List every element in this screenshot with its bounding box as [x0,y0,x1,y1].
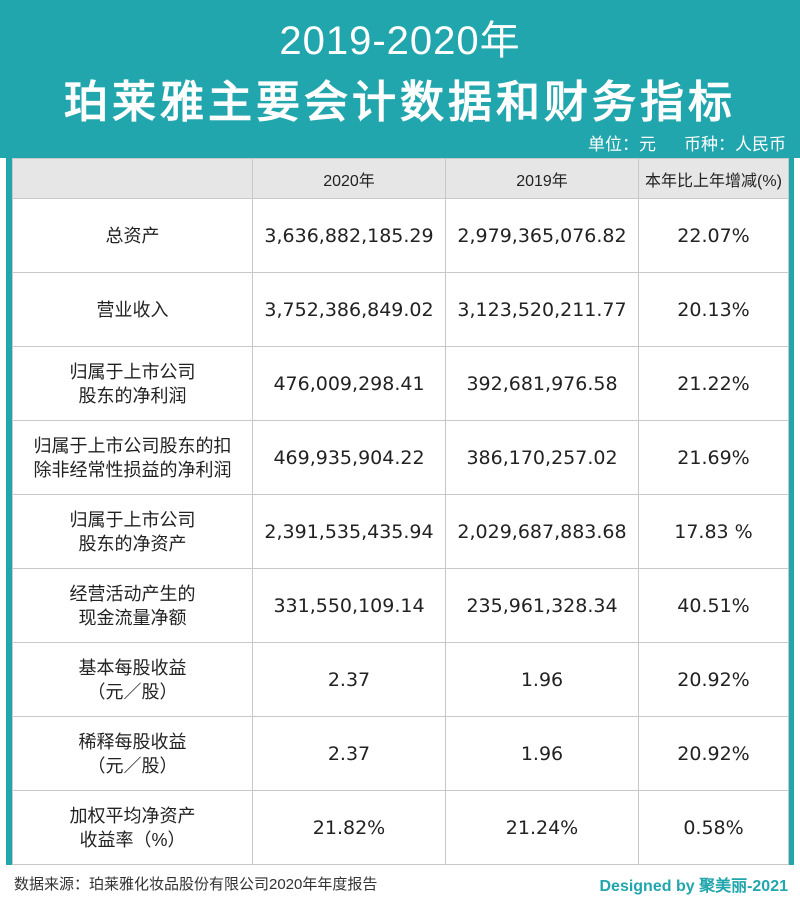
value-2020: 2.37 [252,642,446,717]
value-2020: 2,391,535,435.94 [252,494,446,569]
row-label-line: 除非经常性损益的净利润 [33,459,232,480]
designer-credit: Designed by 聚美丽-2021 [599,878,788,895]
value-change: 20.92% [638,642,789,717]
title-years: 2019-2020年 [279,19,521,63]
value-change: 17.83 % [638,494,789,569]
row-label: 归属于上市公司 股东的净利润 [12,346,253,421]
row-label: 归属于上市公司股东的扣 除非经常性损益的净利润 [12,420,253,495]
table-row: 稀释每股收益 （元／股） 2.37 1.96 20.92% [12,716,789,791]
value-2020: 3,636,882,185.29 [252,198,446,273]
header-banner: 2019-2020年 珀莱雅主要会计数据和财务指标 单位：元 币种：人民币 [0,0,800,158]
row-label-line: 稀释每股收益 [78,731,187,752]
currency-label: 币种：人民币 [684,135,786,154]
value-2019: 235,961,328.34 [445,568,639,643]
value-2020: 331,550,109.14 [252,568,446,643]
row-label-line: 营业收入 [96,299,169,320]
value-2020: 2.37 [252,716,446,791]
value-change: 21.22% [638,346,789,421]
row-label-line: 基本每股收益 [78,657,187,678]
row-label: 归属于上市公司 股东的净资产 [12,494,253,569]
column-header-2019: 2019年 [445,158,639,199]
value-2020: 21.82% [252,790,446,865]
unit-info: 单位：元 币种：人民币 [560,130,786,155]
row-label-line: 归属于上市公司股东的扣 [33,435,232,456]
value-change: 21.69% [638,420,789,495]
table-row: 营业收入 3,752,386,849.02 3,123,520,211.77 20.1… [12,272,789,347]
table-row: 加权平均净资产 收益率（%） 21.82% 21.24% 0.58% [12,790,789,865]
row-label-line: （元／股） [87,755,178,776]
row-label: 加权平均净资产 收益率（%） [12,790,253,865]
row-label-line: 加权平均净资产 [69,805,196,826]
page-title: 珀莱雅主要会计数据和财务指标 [64,78,736,127]
value-2019: 392,681,976.58 [445,346,639,421]
row-label-line: 现金流量净额 [78,607,187,628]
row-label-line: 收益率（%） [79,829,186,850]
column-header-change: 本年比上年增减(%) [638,158,789,199]
table-row: 归属于上市公司股东的扣 除非经常性损益的净利润 469,935,904.22 386,… [12,420,789,495]
row-label: 稀释每股收益 （元／股） [12,716,253,791]
table-row: 基本每股收益 （元／股） 2.37 1.96 20.92% [12,642,789,717]
row-label-line: 股东的净利润 [78,385,187,406]
row-label-line: 经营活动产生的 [69,583,196,604]
table-row: 归属于上市公司 股东的净资产 2,391,535,435.94 2,029,687,8… [12,494,789,569]
row-label-line: 归属于上市公司 [69,361,196,382]
table-row: 经营活动产生的 现金流量净额 331,550,109.14 235,961,328.3… [12,568,789,643]
value-2019: 3,123,520,211.77 [445,272,639,347]
data-source: 数据来源：珀莱雅化妆品股份有限公司2020年年度报告 [14,876,378,893]
value-change: 40.51% [638,568,789,643]
financial-table-container: 2020年 2019年 本年比上年增减(%) 总资产 3,636,882,185.… [6,158,794,865]
value-2020: 476,009,298.41 [252,346,446,421]
value-change: 22.07% [638,198,789,273]
row-label: 总资产 [12,198,253,273]
value-2019: 1.96 [445,716,639,791]
value-2019: 386,170,257.02 [445,420,639,495]
row-label-line: 总资产 [105,225,160,246]
value-change: 20.13% [638,272,789,347]
row-label-line: 归属于上市公司 [69,509,196,530]
table-header-row: 2020年 2019年 本年比上年增减(%) [12,158,789,199]
value-change: 20.92% [638,716,789,791]
value-2019: 1.96 [445,642,639,717]
value-2019: 21.24% [445,790,639,865]
financial-table: 2020年 2019年 本年比上年增减(%) 总资产 3,636,882,185.… [12,158,789,865]
row-label-line: （元／股） [87,681,178,702]
value-2019: 2,029,687,883.68 [445,494,639,569]
value-change: 0.58% [638,790,789,865]
column-header-item [12,158,253,199]
column-header-2020: 2020年 [252,158,446,199]
row-label: 营业收入 [12,272,253,347]
value-2019: 2,979,365,076.82 [445,198,639,273]
value-2020: 3,752,386,849.02 [252,272,446,347]
table-row: 归属于上市公司 股东的净利润 476,009,298.41 392,681,976.5… [12,346,789,421]
value-2020: 469,935,904.22 [252,420,446,495]
row-label: 基本每股收益 （元／股） [12,642,253,717]
table-row: 总资产 3,636,882,185.29 2,979,365,076.82 22.07… [12,198,789,273]
row-label-line: 股东的净资产 [78,533,187,554]
unit-label: 单位：元 [588,135,656,154]
row-label: 经营活动产生的 现金流量净额 [12,568,253,643]
